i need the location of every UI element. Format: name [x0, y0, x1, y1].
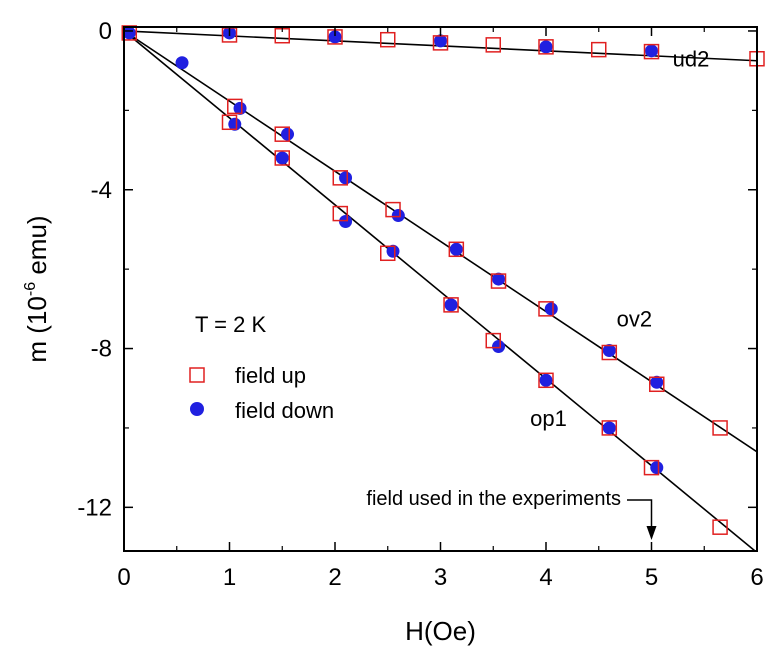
point-field-down [391, 209, 405, 223]
y-axis-title: m (10-6 emu) [22, 215, 52, 362]
point-field-down [645, 44, 658, 58]
field-annotation-text: field used in the experiments [366, 488, 621, 510]
x-axis-title: H(Oe) [405, 616, 476, 646]
fit-line-labels: ud2 ov2 op1 [530, 47, 709, 431]
point-field-up [448, 241, 465, 258]
point-field-down [539, 373, 553, 387]
y-tick-label: -8 [91, 336, 112, 363]
point-field-up [332, 170, 349, 186]
point-field-down [650, 461, 664, 475]
point-field-down [539, 40, 553, 54]
axis-ticks: 0 1 2 3 4 5 6 0 -4 -8 -12 [77, 18, 763, 591]
point-field-up [443, 297, 459, 313]
field-annotation-arrowhead [646, 526, 657, 540]
legend: field up field down [189, 363, 334, 423]
point-field-up [712, 420, 728, 436]
point-field-up [121, 25, 138, 41]
legend-label-field-up: field up [235, 363, 306, 388]
point-field-up [332, 205, 349, 222]
point-field-up [538, 372, 554, 389]
point-field-down [434, 34, 447, 48]
point-field-down [650, 375, 664, 389]
point-field-down [544, 302, 558, 316]
point-field-up [601, 344, 618, 361]
point-field-down [228, 117, 242, 131]
point-field-up [601, 420, 618, 436]
fit-lines [124, 30, 757, 551]
point-field-up [485, 332, 501, 349]
point-field-down [175, 56, 189, 70]
point-field-down [233, 101, 247, 115]
y-tick-label: -12 [77, 494, 112, 521]
plot-frame [123, 26, 758, 552]
point-field-down [602, 344, 616, 358]
field-annotation-arrow [627, 499, 653, 528]
point-field-up [538, 301, 554, 317]
point-field-up [380, 31, 396, 48]
point-field-up [643, 459, 660, 476]
point-field-down [339, 215, 353, 229]
y-axis-title-prefix: m (10 [22, 296, 52, 362]
point-field-down [275, 151, 289, 165]
data-points [121, 25, 765, 535]
temperature-annotation: T = 2 K [195, 312, 266, 337]
fit-line-ov2 [124, 30, 757, 453]
point-field-down [339, 171, 353, 185]
x-tick-label: 5 [645, 564, 658, 591]
point-field-up [227, 98, 243, 115]
legend-label-field-down: field down [235, 398, 334, 423]
point-field-down [281, 127, 295, 141]
x-tick-label: 1 [223, 564, 236, 591]
point-field-up [538, 39, 554, 55]
point-field-down [602, 421, 616, 435]
point-field-down [122, 26, 136, 40]
point-field-up [380, 245, 396, 262]
x-tick-label: 0 [117, 564, 130, 591]
point-field-down [492, 272, 506, 286]
point-field-up [591, 41, 607, 58]
fit-label-ud2: ud2 [673, 47, 710, 72]
legend-marker-field-up [189, 367, 205, 383]
fit-label-ov2: ov2 [617, 307, 652, 332]
y-axis-title-suffix: emu) [22, 215, 52, 281]
point-field-up [274, 126, 290, 142]
field-annotation: field used in the experiments [366, 488, 657, 540]
point-field-down [386, 244, 400, 258]
fit-label-op1: op1 [530, 406, 567, 431]
point-field-down [449, 242, 463, 256]
point-field-up [649, 376, 665, 393]
y-tick-label: -4 [91, 177, 112, 204]
point-field-down [444, 298, 458, 312]
point-field-up [490, 273, 507, 289]
point-field-up [221, 114, 238, 131]
point-field-up [643, 43, 660, 60]
legend-marker-field-down [190, 402, 204, 416]
x-tick-label: 2 [328, 564, 341, 591]
point-field-up [485, 37, 501, 53]
point-field-up [385, 201, 401, 218]
point-field-up [712, 519, 728, 535]
x-tick-label: 3 [434, 564, 447, 591]
x-tick-label: 4 [539, 564, 552, 591]
point-field-up [274, 150, 290, 166]
x-tick-label: 6 [750, 564, 763, 591]
y-axis-title-superscript: -6 [22, 282, 39, 296]
point-field-down [328, 30, 342, 44]
y-tick-label: 0 [99, 18, 112, 45]
fit-line-op1 [124, 30, 757, 551]
point-field-down [492, 340, 506, 354]
